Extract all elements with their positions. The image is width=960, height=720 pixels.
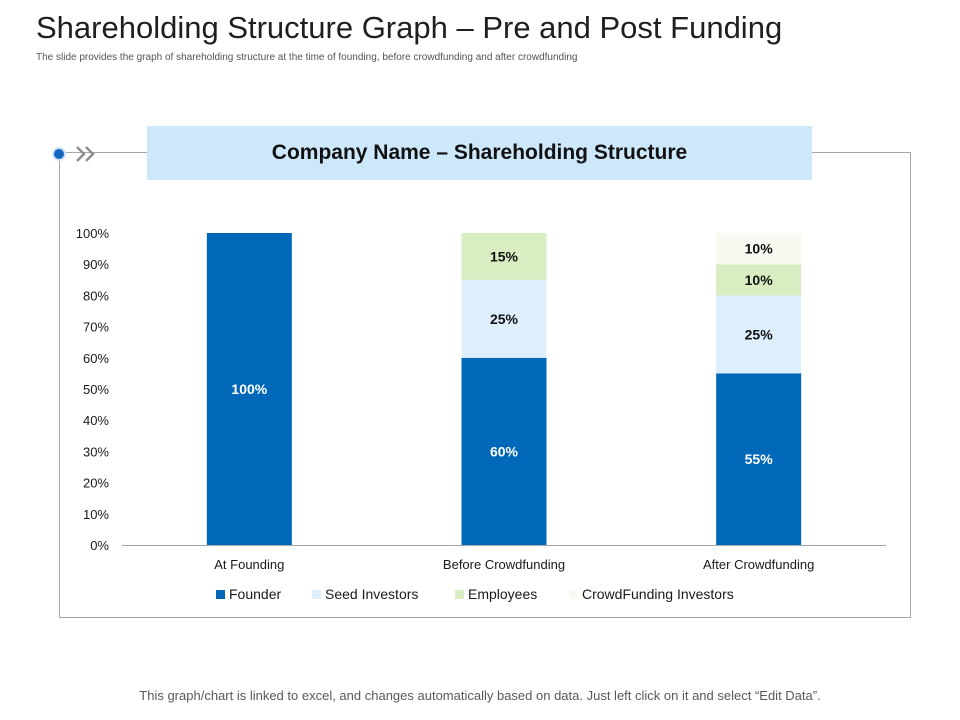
y-tick-label: 60%: [83, 351, 109, 366]
y-tick-label: 30%: [83, 444, 109, 459]
legend-label: CrowdFunding Investors: [582, 586, 734, 602]
x-tick-label: At Founding: [214, 557, 284, 572]
y-tick-label: 10%: [83, 507, 109, 522]
double-chevron-right-icon: [76, 146, 95, 162]
x-tick-label: Before Crowdfunding: [443, 557, 565, 572]
legend-label: Employees: [468, 586, 537, 602]
data-label: 55%: [745, 451, 774, 467]
y-tick-label: 90%: [83, 257, 109, 272]
legend-swatch: [455, 590, 464, 599]
bar-segment: [716, 373, 802, 545]
footer-note: This graph/chart is linked to excel, and…: [139, 688, 821, 703]
slide-subtitle: The slide provides the graph of sharehol…: [36, 52, 578, 63]
data-label: 60%: [490, 443, 519, 459]
legend-swatch: [312, 590, 321, 599]
slide-title: Shareholding Structure Graph – Pre and P…: [36, 10, 783, 45]
data-label: 10%: [745, 272, 774, 288]
legend-label: Seed Investors: [325, 586, 418, 602]
chart-title: Company Name – Shareholding Structure: [147, 126, 812, 180]
bar-segment: [461, 233, 547, 280]
y-tick-label: 70%: [83, 320, 109, 335]
y-tick-label: 80%: [83, 288, 109, 303]
y-tick-label: 50%: [83, 382, 109, 397]
bar-segment: [461, 357, 547, 545]
data-label: 10%: [745, 241, 774, 257]
data-label: 25%: [490, 311, 519, 327]
bar-segment: [716, 295, 802, 374]
y-tick-label: 0%: [90, 538, 109, 553]
data-label: 25%: [745, 326, 774, 342]
bar-segment: [716, 264, 802, 296]
legend-swatch: [216, 590, 225, 599]
data-label: 15%: [490, 248, 519, 264]
y-tick-label: 40%: [83, 413, 109, 428]
y-tick-label: 20%: [83, 476, 109, 491]
bar-segment: [461, 279, 547, 358]
x-tick-label: After Crowdfunding: [703, 557, 814, 572]
legend-swatch: [569, 590, 578, 599]
bar-segment: [206, 233, 292, 545]
circle-dot-icon: [52, 147, 66, 161]
bar-segment: [716, 233, 802, 265]
data-label: 100%: [231, 381, 267, 397]
legend-label: Founder: [229, 586, 281, 602]
y-tick-label: 100%: [76, 226, 110, 241]
